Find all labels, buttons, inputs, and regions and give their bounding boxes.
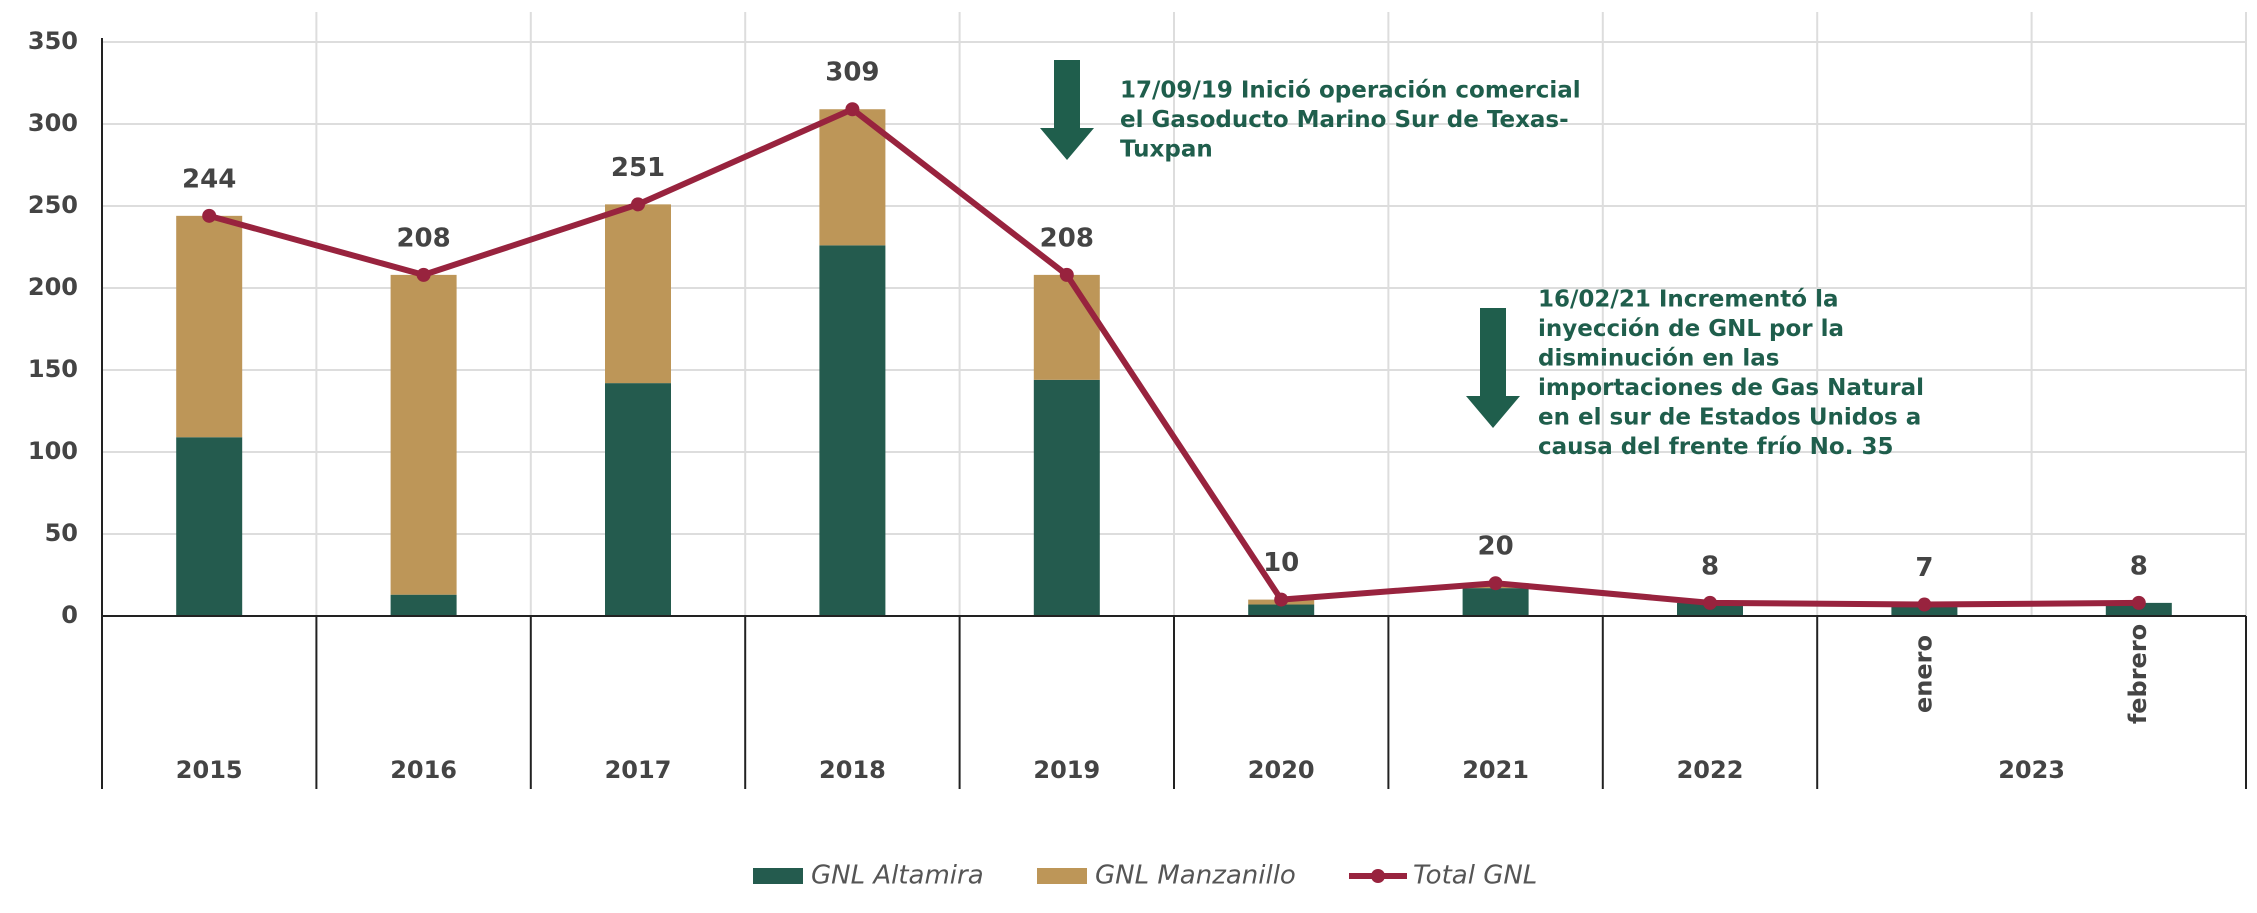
annotation-arrow-shaft xyxy=(1480,308,1506,398)
x-tick-label: 2016 xyxy=(390,756,457,784)
x-tick-label: 2020 xyxy=(1248,756,1315,784)
legend-label: Total GNL xyxy=(1413,861,1537,891)
bar xyxy=(819,109,886,246)
x-tick-label: 2021 xyxy=(1462,756,1529,784)
data-label: 309 xyxy=(825,58,879,88)
data-label: 8 xyxy=(1701,551,1719,581)
line-marker xyxy=(631,197,645,212)
annotation: en el sur de Estados Unidos a xyxy=(1538,405,1921,431)
bar xyxy=(605,204,671,384)
line-marker xyxy=(1059,267,1074,282)
line xyxy=(208,106,2139,608)
y-tick-label: 0 xyxy=(61,601,78,629)
y-tick-label: 150 xyxy=(28,355,78,383)
line-marker xyxy=(416,267,431,282)
x-tick-label: 2017 xyxy=(605,756,672,784)
annotation: 16/02/21 Incrementó la xyxy=(1538,287,1838,313)
annotation-arrow-shaft xyxy=(1054,60,1080,130)
line-marker xyxy=(1274,592,1289,607)
bar xyxy=(176,215,243,438)
annotation: disminución en las xyxy=(1538,346,1779,372)
group-label: 2023 xyxy=(1998,756,2065,784)
line-marker xyxy=(845,102,860,117)
x-tick-label: enero xyxy=(1909,635,1937,713)
legend-label: GNL Manzanillo xyxy=(1095,861,1296,891)
line-marker xyxy=(1488,576,1503,591)
bar xyxy=(605,383,671,616)
bar xyxy=(1462,588,1529,616)
bar xyxy=(1033,274,1100,380)
annotation: Tuxpan xyxy=(1120,137,1213,163)
annotation: causa del frente frío No. 35 xyxy=(1538,434,1893,460)
data-label: 208 xyxy=(1040,223,1094,253)
y-tick-label: 100 xyxy=(28,437,78,465)
data-label: 208 xyxy=(396,223,450,253)
y-tick-label: 200 xyxy=(28,273,78,301)
data-label: 20 xyxy=(1478,532,1514,562)
annotation-arrow-head xyxy=(1040,128,1094,160)
x-tick-label: febrero xyxy=(2124,624,2152,724)
line-marker xyxy=(1703,595,1717,610)
data-label: 244 xyxy=(182,164,236,194)
annotation: el Gasoducto Marino Sur de Texas- xyxy=(1120,107,1569,133)
legend-swatch xyxy=(753,868,803,884)
legend-swatch-marker xyxy=(1371,869,1385,883)
data-label: 10 xyxy=(1263,548,1299,578)
y-tick-label: 50 xyxy=(45,519,78,547)
x-tick-label: 2019 xyxy=(1033,756,1100,784)
bar xyxy=(1248,604,1315,616)
line-marker xyxy=(202,208,217,223)
line-marker xyxy=(2131,595,2146,610)
legend-label: GNL Altamira xyxy=(811,861,984,891)
annotation-arrow-head xyxy=(1466,396,1520,428)
data-label: 7 xyxy=(1915,553,1933,583)
y-tick-label: 250 xyxy=(28,191,78,219)
annotation: importaciones de Gas Natural xyxy=(1538,375,1924,401)
line-marker xyxy=(1917,597,1932,612)
bar xyxy=(1033,379,1100,616)
legend-swatch xyxy=(1037,868,1087,884)
x-tick-label: 2018 xyxy=(819,756,886,784)
bar xyxy=(176,437,243,616)
data-label: 8 xyxy=(2130,551,2148,581)
annotation: inyección de GNL por la xyxy=(1538,316,1844,342)
data-label: 251 xyxy=(611,153,665,183)
x-tick-label: 2022 xyxy=(1677,756,1744,784)
y-tick-label: 300 xyxy=(28,109,78,137)
annotation: 17/09/19 Inició operación comercial xyxy=(1120,78,1581,104)
y-tick-label: 350 xyxy=(28,27,78,55)
bar xyxy=(390,274,457,595)
bar xyxy=(819,245,886,617)
bar xyxy=(390,594,457,616)
x-tick-label: 2015 xyxy=(176,756,243,784)
